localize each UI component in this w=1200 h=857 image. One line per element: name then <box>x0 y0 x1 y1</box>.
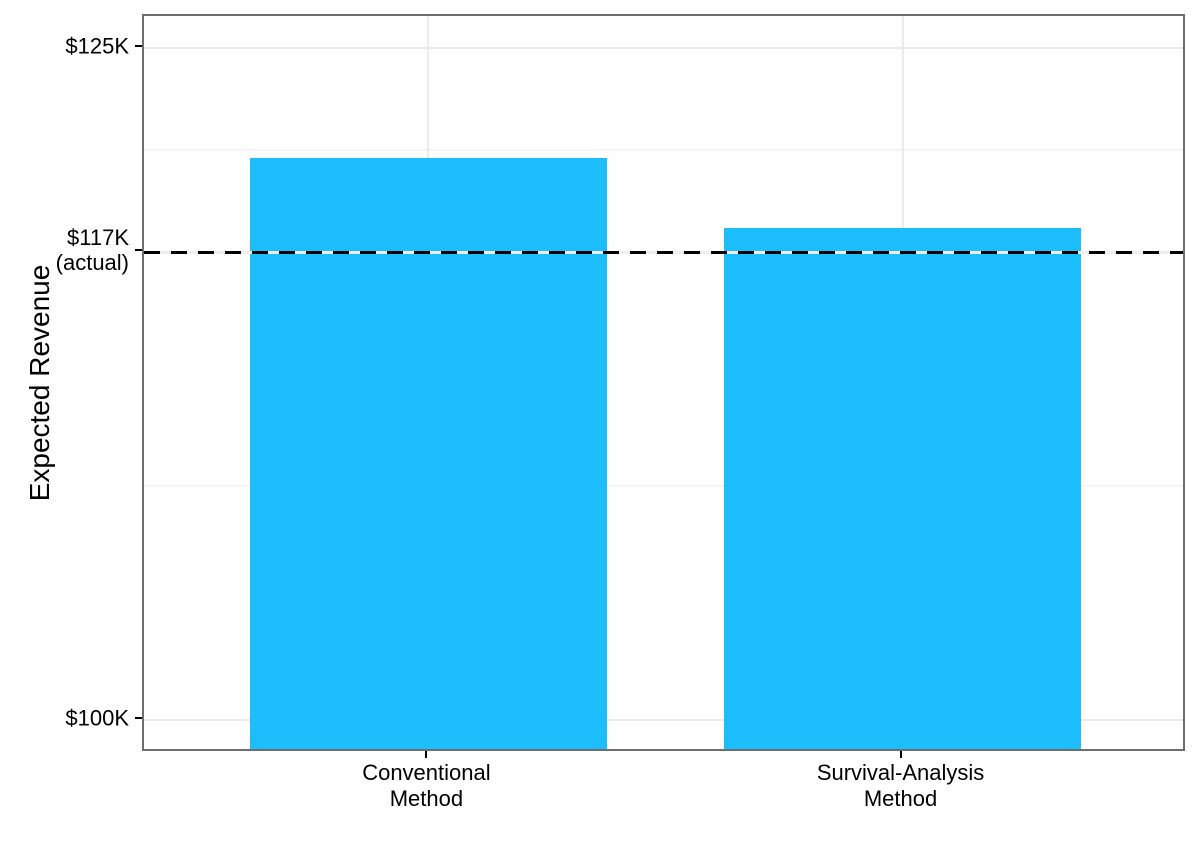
bar <box>250 158 607 749</box>
y-tick-label: $117K (actual) <box>0 225 129 275</box>
x-tick-label-line: Method <box>863 786 938 811</box>
y-gridline-minor <box>144 149 1183 152</box>
x-tick-label-line: Method <box>389 786 464 811</box>
x-tick-label-line: Survival-Analysis <box>816 760 985 785</box>
y-tick-label: $125K <box>0 33 129 58</box>
y-tick-label-line: $117K <box>67 225 129 251</box>
y-tick <box>135 716 142 719</box>
reference-line-layer <box>144 16 1183 749</box>
x-tick-label-line: Conventional <box>362 760 491 785</box>
y-tick-label-line: $125K <box>65 33 129 59</box>
reference-dashed-line <box>144 250 1183 254</box>
y-tick-label-line: (actual) <box>55 250 129 276</box>
x-tick-label: Conventional Method <box>256 760 596 812</box>
y-tick-label-line: $100K <box>65 705 129 731</box>
y-tick-label: $100K <box>0 705 129 730</box>
x-tick <box>425 751 428 758</box>
y-gridline-minor <box>144 485 1183 488</box>
y-tick <box>135 249 142 252</box>
y-gridline-major <box>144 718 1183 721</box>
x-tick <box>899 751 902 758</box>
y-axis-title: Expected Revenue <box>24 264 55 501</box>
plot-panel <box>142 14 1185 751</box>
bars-layer <box>144 16 1183 749</box>
bar <box>724 228 1081 749</box>
x-tick-label: Survival-Analysis Method <box>731 760 1071 812</box>
y-tick <box>135 44 142 47</box>
y-gridline-major <box>144 46 1183 49</box>
